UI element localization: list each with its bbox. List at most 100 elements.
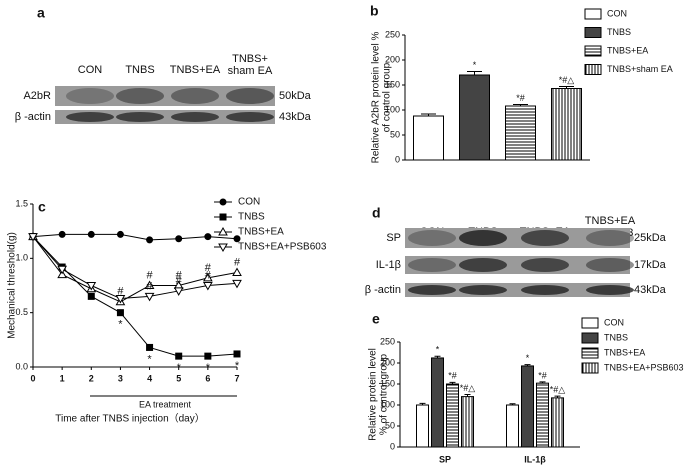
legend-label: TNBS <box>604 332 628 342</box>
y-tick-label: 150 <box>385 79 400 89</box>
y-tick-label: 100 <box>385 104 400 114</box>
panel-label: a <box>37 5 45 21</box>
lane-label: TNBS <box>125 64 154 76</box>
blot-strip <box>405 283 630 297</box>
annotation: * <box>235 360 240 372</box>
annotation: # <box>147 280 154 292</box>
bar <box>416 404 429 448</box>
legend-label: TNBS+EA <box>604 347 645 357</box>
legend-marker <box>219 213 227 221</box>
legend-label: TNBS+sham EA <box>607 64 673 74</box>
size-label: 17kDa <box>634 259 667 271</box>
y-axis-label: % of control group <box>379 353 390 435</box>
x-tick-label: 2 <box>89 373 94 383</box>
marker <box>116 230 124 238</box>
error-bar <box>539 381 546 384</box>
marker <box>87 230 95 238</box>
annotation: # <box>117 286 124 298</box>
annotation: *# <box>516 93 525 103</box>
size-label: 25kDa <box>634 232 667 244</box>
marker <box>173 287 184 296</box>
band <box>459 258 507 272</box>
y-tick-label: 0.5 <box>15 307 28 317</box>
y-tick-label: 50 <box>390 129 400 139</box>
x-tick-label: IL-1β <box>524 454 546 464</box>
marker <box>146 236 154 244</box>
band <box>521 230 569 246</box>
line <box>32 236 238 300</box>
bar <box>461 396 474 448</box>
legend-label: CON <box>238 197 260 208</box>
marker <box>175 235 183 243</box>
y-axis-label: Mechanical threshold(g) <box>7 232 18 339</box>
annotation: # <box>205 269 212 281</box>
marker <box>204 233 212 241</box>
marker <box>204 352 212 360</box>
y-tick-label: 0 <box>390 441 395 451</box>
legend-swatch <box>581 347 599 359</box>
y-axis-label: Relative A2bR protein level % <box>371 32 382 164</box>
row-label: β -actin <box>365 284 401 296</box>
y-axis-label: Relative protein level <box>368 348 379 441</box>
row-label: β -actin <box>15 111 51 123</box>
blot-strip <box>405 228 630 248</box>
marker <box>86 282 97 291</box>
bar <box>446 383 459 448</box>
annotation: * <box>436 345 440 355</box>
x-tick-label: 3 <box>118 373 123 383</box>
annotation: # <box>147 269 154 281</box>
legend-label: TNBS+EA <box>238 227 284 238</box>
marker <box>232 267 242 276</box>
y-tick-label: 100 <box>380 399 395 409</box>
error-bar <box>509 403 516 405</box>
error-bar <box>449 381 456 384</box>
x-tick-label: 0 <box>30 373 35 383</box>
line <box>32 236 238 357</box>
annotation: *#△ <box>550 385 566 395</box>
panel-label: e <box>372 311 380 327</box>
legend-swatch <box>581 317 599 329</box>
bar <box>551 397 564 448</box>
period-label: EA treatment <box>139 399 192 409</box>
y-axis-label: of control group <box>382 62 393 132</box>
band <box>116 88 164 104</box>
lane-label: CON <box>78 64 103 76</box>
marker <box>87 292 95 300</box>
y-tick-label: 200 <box>385 54 400 64</box>
error-bar <box>559 86 574 89</box>
y-tick-label: 1.5 <box>15 198 28 208</box>
error-bar <box>524 364 531 366</box>
marker <box>233 235 241 243</box>
band <box>408 258 456 272</box>
band <box>66 88 114 104</box>
annotation: # <box>234 256 241 268</box>
legend-marker <box>219 198 227 206</box>
annotation: * <box>206 362 211 374</box>
error-bar <box>513 104 528 106</box>
bar <box>505 105 536 161</box>
legend-label: TNBS <box>238 212 265 223</box>
line <box>32 233 238 241</box>
band <box>521 285 569 295</box>
y-tick-label: 150 <box>380 378 395 388</box>
size-label: 50kDa <box>279 90 312 102</box>
annotation: * <box>177 362 182 374</box>
x-tick-label: SP <box>439 454 451 464</box>
x-tick-label: 7 <box>234 373 239 383</box>
bar <box>536 382 549 448</box>
line <box>32 236 238 303</box>
x-tick-label: 5 <box>176 373 181 383</box>
legend-swatch <box>581 362 599 374</box>
band <box>586 285 634 295</box>
band <box>586 258 634 272</box>
y-tick-label: 1.0 <box>15 253 28 263</box>
y-tick-label: 250 <box>380 336 395 346</box>
legend-marker <box>218 226 228 236</box>
marker <box>28 233 38 242</box>
blot-strip <box>55 110 275 124</box>
marker <box>144 292 155 302</box>
band <box>226 112 274 122</box>
lane-label: TNBS+EA <box>170 64 221 76</box>
blot-strip <box>55 86 275 106</box>
